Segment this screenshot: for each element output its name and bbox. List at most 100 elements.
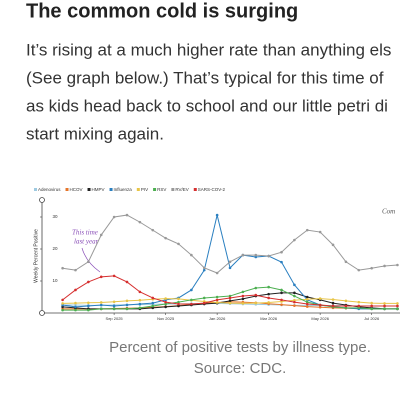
data-point	[318, 303, 322, 307]
data-point	[344, 304, 348, 308]
legend-swatch	[34, 188, 37, 191]
data-point	[74, 301, 77, 305]
data-point	[125, 303, 129, 307]
data-point	[280, 288, 283, 292]
data-point	[215, 213, 219, 217]
data-point	[112, 274, 116, 278]
data-point	[344, 299, 348, 303]
caption: Percent of positive tests by illness typ…	[109, 339, 371, 356]
data-point	[202, 268, 206, 272]
legend-label: HCOV	[70, 187, 83, 192]
data-point	[267, 292, 270, 296]
data-point	[61, 305, 64, 309]
data-point	[344, 260, 348, 264]
legend-swatch	[193, 188, 197, 191]
data-point	[164, 300, 167, 304]
data-point	[151, 301, 155, 305]
data-point	[280, 260, 283, 264]
paragraph-line: It’s rising at a much higher rate than a…	[26, 40, 391, 59]
data-point	[177, 302, 180, 306]
annotation: Com	[382, 208, 395, 216]
data-point	[177, 300, 180, 304]
data-point	[125, 213, 129, 217]
data-point	[305, 305, 309, 308]
data-point	[357, 268, 361, 272]
data-point	[99, 303, 103, 307]
data-point	[112, 304, 116, 308]
data-point	[164, 297, 167, 300]
data-point	[87, 301, 90, 305]
data-point	[61, 266, 64, 270]
legend-swatch	[109, 188, 113, 191]
data-point	[370, 307, 373, 311]
data-point	[280, 250, 283, 254]
data-point	[177, 242, 180, 246]
data-point	[396, 304, 399, 308]
y-tick-label: 30	[52, 214, 58, 219]
y-tick-label: 10	[52, 278, 58, 283]
paragraph-line: as kids head back to school and our litt…	[26, 96, 388, 115]
data-point	[305, 300, 309, 304]
data-point	[87, 260, 90, 264]
data-point	[228, 301, 232, 305]
data-point	[164, 305, 167, 309]
data-point	[267, 301, 270, 304]
data-point	[87, 280, 90, 284]
legend-label: PIV	[141, 187, 148, 192]
data-point	[293, 304, 296, 307]
data-point	[254, 293, 258, 297]
data-point	[228, 299, 232, 303]
legend-label: SARS-COV-2	[198, 187, 226, 192]
paragraph-line: start mixing again.	[26, 124, 164, 143]
data-point	[138, 298, 142, 302]
data-point	[293, 294, 296, 298]
legend-swatch	[136, 188, 140, 191]
data-point	[228, 294, 232, 298]
data-point	[254, 255, 258, 259]
axis-end	[39, 310, 45, 316]
legend-label: RV/EV	[175, 187, 188, 192]
data-point	[254, 253, 258, 257]
data-point	[280, 291, 283, 295]
data-point	[74, 288, 77, 292]
data-point	[331, 298, 335, 301]
data-point	[151, 296, 155, 300]
annotation: last year	[74, 238, 99, 246]
data-point	[112, 300, 116, 304]
data-point	[267, 296, 270, 300]
data-point	[254, 301, 258, 305]
data-point	[357, 304, 361, 308]
data-point	[318, 305, 322, 309]
data-point	[383, 304, 386, 308]
data-point	[61, 298, 64, 302]
data-point	[305, 228, 309, 232]
legend-label: RSV	[157, 187, 166, 192]
data-point	[293, 298, 296, 302]
data-point	[74, 303, 77, 307]
data-point	[151, 228, 155, 232]
x-tick-label: Jul 2026	[364, 316, 380, 321]
x-tick-label: Nov 2025	[157, 316, 175, 321]
data-point	[74, 308, 77, 312]
data-point	[125, 299, 129, 303]
data-point	[318, 297, 322, 300]
data-point	[254, 286, 258, 290]
data-point	[74, 305, 77, 309]
data-point	[138, 290, 142, 294]
axis-end	[39, 197, 45, 203]
data-point	[190, 253, 193, 257]
data-point	[370, 301, 373, 305]
data-point	[138, 302, 142, 306]
data-point	[357, 300, 361, 304]
annotation: This time	[72, 229, 98, 237]
data-point	[241, 294, 245, 298]
data-point	[228, 260, 232, 264]
data-point	[305, 297, 309, 301]
paragraph-line: (See graph below.) That’s typical for th…	[26, 68, 384, 87]
data-point	[267, 254, 270, 258]
data-point	[396, 307, 399, 311]
data-point	[125, 280, 129, 284]
data-point	[293, 238, 296, 242]
data-point	[112, 215, 116, 219]
data-point	[215, 295, 219, 299]
